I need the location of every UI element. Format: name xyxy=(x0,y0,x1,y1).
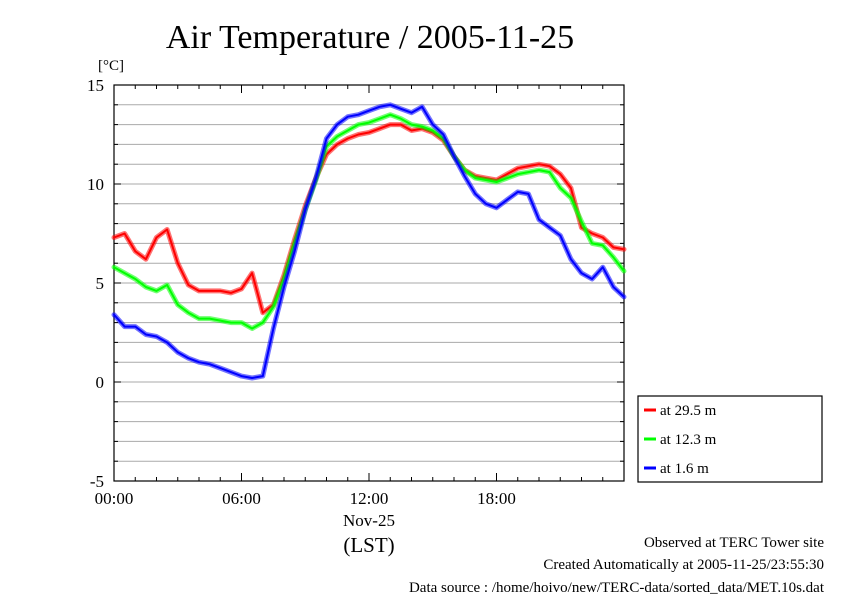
series-line-halo-2 xyxy=(111,112,627,331)
footer-created: Created Automatically at 2005-11-25/23:5… xyxy=(543,557,824,573)
series-line-3 xyxy=(113,103,625,379)
chart-title: Air Temperature / 2005-11-25 xyxy=(166,19,574,56)
series-line-halo-3 xyxy=(111,102,627,381)
legend-label: at 12.3 m xyxy=(660,432,717,448)
legend: at 29.5 m at 12.3 m at 1.6 m xyxy=(637,395,823,483)
x-tick-label: 12:00 xyxy=(350,489,389,508)
x-tick-label: 00:00 xyxy=(95,489,134,508)
series-line-2 xyxy=(113,113,625,330)
plot-grid xyxy=(114,104,624,462)
legend-label: at 1.6 m xyxy=(660,461,709,477)
y-tick-label: 5 xyxy=(96,274,105,293)
x-axis-ticks: 00:00 06:00 12:00 18:00 xyxy=(95,85,625,508)
y-tick-label: -5 xyxy=(90,472,104,491)
footer-source: Data source : /home/hoivo/new/TERC-data/… xyxy=(408,580,824,596)
x-axis-date-label: Nov-25 xyxy=(343,511,395,530)
legend-label: at 29.5 m xyxy=(660,403,717,419)
y-tick-label: 0 xyxy=(96,373,105,392)
series-line-1 xyxy=(113,123,625,314)
y-axis-ticks: 15 10 5 0 -5 xyxy=(87,76,624,491)
x-tick-label: 06:00 xyxy=(222,489,261,508)
series-lines xyxy=(111,102,627,381)
y-axis-unit: [°C] xyxy=(98,58,124,74)
y-tick-label: 10 xyxy=(87,175,104,194)
legend-box xyxy=(637,395,823,483)
footer-site: Observed at TERC Tower site xyxy=(643,535,824,551)
x-axis-label: (LST) xyxy=(343,533,394,557)
x-tick-label: 18:00 xyxy=(477,489,516,508)
y-tick-label: 15 xyxy=(87,76,104,95)
series-line-halo-1 xyxy=(111,122,627,316)
